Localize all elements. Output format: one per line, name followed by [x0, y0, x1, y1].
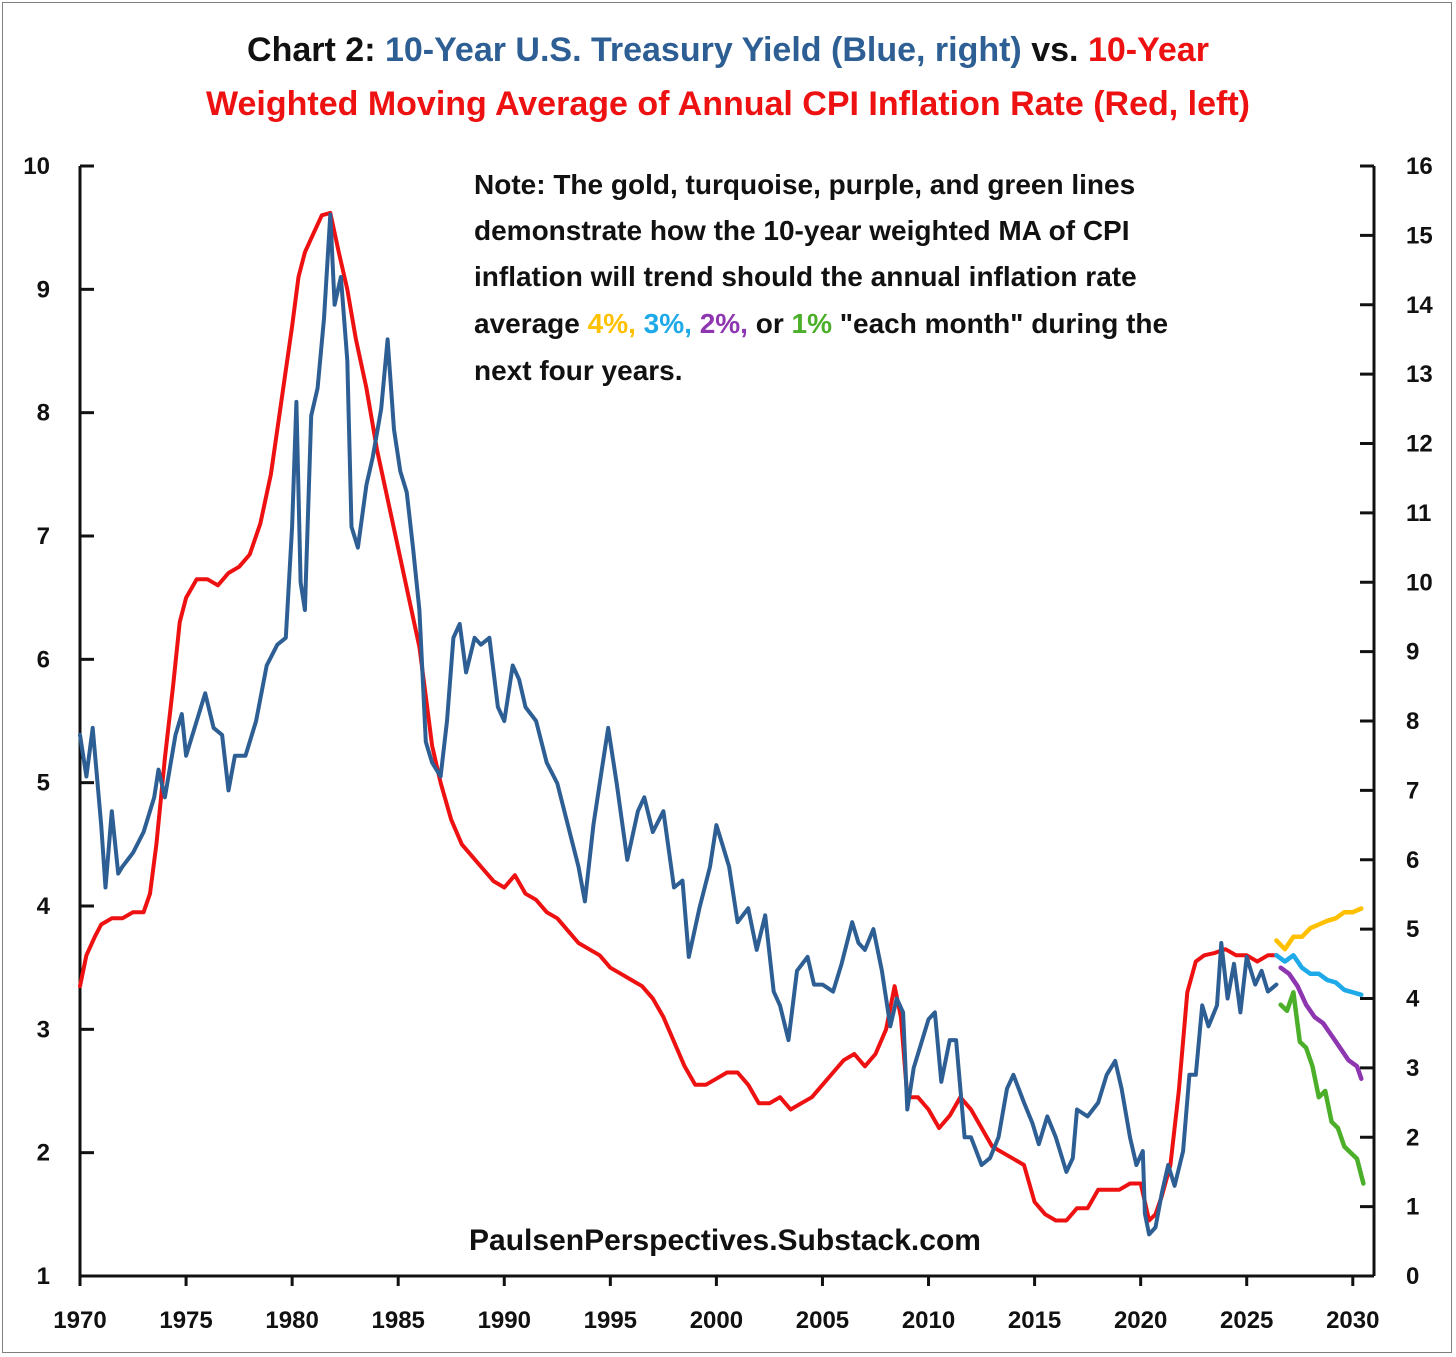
note-3pct: 3%,: [636, 308, 692, 339]
series-line-4: [1274, 906, 1364, 952]
left-axis-tick-label: 5: [37, 770, 50, 797]
left-axis-tick-label: 8: [37, 400, 50, 427]
title-prefix: Chart 2:: [247, 31, 376, 69]
right-axis-tick-label: 10: [1406, 569, 1433, 596]
note-line-4: average 4%, 3%, 2%, or 1% "each month" d…: [474, 308, 1168, 339]
right-axis-tick-label: 4: [1406, 986, 1420, 1013]
left-axis-tick-label: 10: [23, 153, 50, 180]
note-line-5: next four years.: [474, 355, 683, 386]
right-axis-tick-label: 11: [1406, 500, 1431, 527]
right-axis-tick-label: 12: [1406, 431, 1433, 458]
x-axis-tick-label: 2020: [1114, 1307, 1167, 1334]
note-or: or: [748, 308, 792, 339]
right-axis-tick-label: 8: [1406, 708, 1419, 735]
left-axis-tick-label: 4: [37, 893, 51, 920]
right-axis-tick-label: 16: [1406, 153, 1433, 180]
x-axis-tick-label: 1980: [265, 1307, 318, 1334]
x-axis-tick-label: 2030: [1326, 1307, 1379, 1334]
source-credit: PaulsenPerspectives.Substack.com: [469, 1224, 981, 1257]
x-axis-tick-label: 2010: [902, 1307, 955, 1334]
x-axis-tick-label: 1990: [478, 1307, 531, 1334]
chart-title-line-1: Chart 2: 10-Year U.S. Treasury Yield (Bl…: [0, 24, 1456, 76]
x-axis-tick-label: 2015: [1008, 1307, 1061, 1334]
x-axis-tick-label: 1970: [53, 1307, 106, 1334]
series-line-2: [1278, 965, 1364, 1081]
right-axis-tick-label: 6: [1406, 847, 1419, 874]
note-average: average: [474, 308, 588, 339]
left-axis-tick-label: 7: [37, 523, 50, 550]
right-axis-tick-label: 1: [1406, 1194, 1419, 1221]
note-2pct: 2%,: [692, 308, 748, 339]
x-axis-tick-label: 2000: [690, 1307, 743, 1334]
title-vs: vs.: [1031, 31, 1079, 69]
right-axis-tick-label: 3: [1406, 1055, 1419, 1082]
x-axis-tick-label: 1985: [372, 1307, 425, 1334]
note-line-1: Note: The gold, turquoise, purple, and g…: [474, 169, 1135, 200]
note-each-month: "each month" during the: [832, 308, 1168, 339]
left-axis-tick-label: 3: [37, 1016, 50, 1043]
chart-title-line-2: Weighted Moving Average of Annual CPI In…: [206, 85, 1250, 123]
left-axis-tick-label: 1: [37, 1263, 50, 1290]
x-axis-tick-label: 2025: [1220, 1307, 1273, 1334]
note-line-2: demonstrate how the 10-year weighted MA …: [474, 215, 1130, 246]
title-blue-series: 10-Year U.S. Treasury Yield (Blue, right…: [384, 31, 1022, 69]
right-axis-tick-label: 0: [1406, 1263, 1419, 1290]
note-annotation: Note: The gold, turquoise, purple, and g…: [474, 169, 1168, 386]
x-axis-tick-label: 1975: [159, 1307, 212, 1334]
right-axis-tick-label: 7: [1406, 777, 1419, 804]
series-line-10-year-weighted-moving-average-of-annual-cpi-inflation-rate: [78, 210, 1279, 1223]
right-axis-tick-label: 2: [1406, 1124, 1419, 1151]
right-axis-tick-label: 5: [1406, 916, 1419, 943]
title-red-series-start: 10-Year: [1087, 31, 1209, 69]
right-axis-tick-label: 9: [1406, 639, 1419, 666]
note-line-3: inflation will trend should the annual i…: [474, 261, 1137, 292]
note-1pct: 1%: [792, 308, 833, 339]
right-axis-tick-label: 15: [1406, 222, 1433, 249]
left-axis-tick-label: 9: [37, 276, 50, 303]
left-axis-tick-label: 2: [37, 1140, 50, 1167]
series-line-10-year-u-s-treasury-yield: [78, 212, 1279, 1237]
series-line-1: [1278, 990, 1366, 1186]
right-axis-tick-label: 13: [1406, 361, 1433, 388]
series-layer: [78, 210, 1366, 1237]
right-axis-tick-label: 14: [1406, 292, 1433, 319]
x-axis-tick-label: 2005: [796, 1307, 849, 1334]
note-4pct: 4%,: [588, 308, 636, 339]
left-axis-tick-label: 6: [37, 646, 50, 673]
x-axis-tick-label: 1995: [584, 1307, 637, 1334]
series-line-3: [1274, 953, 1364, 998]
